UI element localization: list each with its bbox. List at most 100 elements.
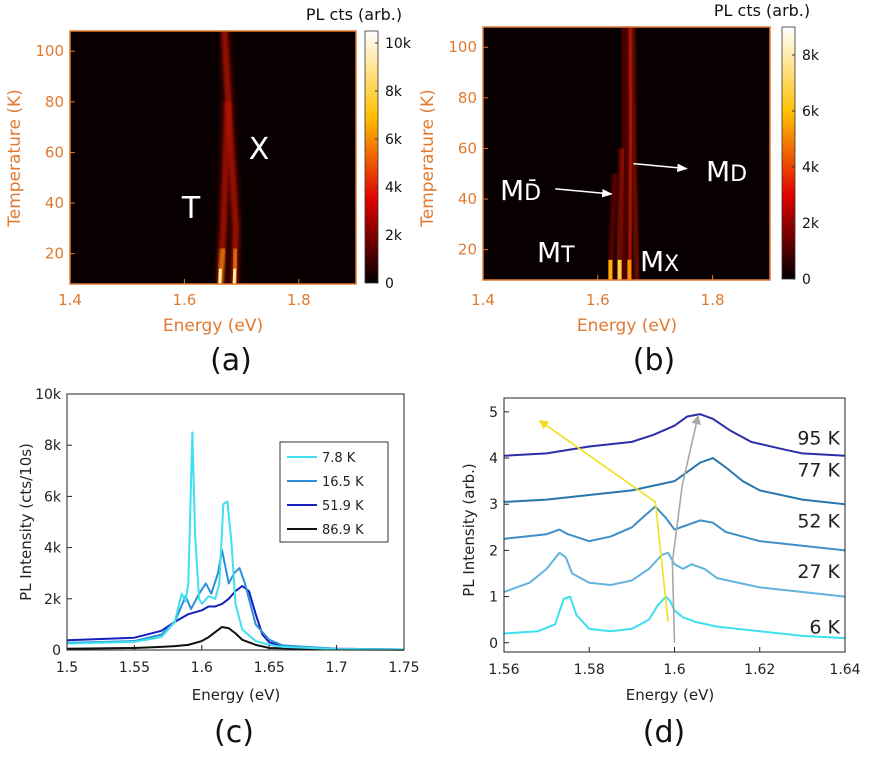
panel-c-series-7-8-K bbox=[66, 431, 405, 651]
panel-a-ticks: 1.4 1.6 1.8 20 40 60 80 100 bbox=[35, 42, 310, 309]
panel-d-ytick-label: 3 bbox=[489, 497, 498, 513]
panel-d: 6 K 27 K 52 K 77 K 95 K 1.56 1.58 1.6 1.62 1.64 0… bbox=[460, 397, 861, 750]
panel-d-caption: (d) bbox=[643, 715, 685, 750]
panel-d-series-6-K bbox=[503, 595, 846, 640]
panel-a-xlabel: Energy (eV) bbox=[163, 316, 263, 336]
panel-c-frame bbox=[66, 393, 405, 651]
panel-d-series-label: 77 K bbox=[797, 460, 840, 482]
panel-a-colorbar-label: 8k bbox=[385, 84, 403, 100]
panel-a-ytick-label: 60 bbox=[45, 143, 64, 161]
panel-a-caption: (a) bbox=[210, 343, 252, 378]
panel-b-caption: (b) bbox=[633, 343, 675, 378]
panel-a-plot-area bbox=[70, 31, 356, 284]
panel-c-series-86-9-K bbox=[66, 625, 405, 651]
panel-c-ytick-label: 2k bbox=[44, 592, 62, 608]
panel-d-arrows bbox=[538, 414, 701, 643]
panel-a: 1.4 1.6 1.8 20 40 60 80 100 T X Energy (eV) Tem… bbox=[5, 5, 412, 378]
panel-d-series-label: 52 K bbox=[797, 510, 840, 532]
panel-b-colorbar bbox=[781, 26, 796, 280]
panel-a-colorbar-title: PL cts (arb.) bbox=[306, 5, 402, 24]
panel-d-ylabel: PL Intensity (arb.) bbox=[460, 463, 478, 597]
panel-d-ytick-label: 4 bbox=[489, 451, 498, 467]
panel-c-ticks: 1.5 1.55 1.6 1.65 1.7 1.75 0 2k 4k 6k 8k 10k bbox=[35, 387, 420, 676]
panel-b-band-glow bbox=[610, 26, 641, 281]
panel-b-xtick-label: 1.4 bbox=[471, 291, 495, 309]
panel-a-xtick-label: 1.4 bbox=[58, 291, 82, 309]
panel-d-ytick-label: 2 bbox=[489, 543, 498, 559]
panel-d-series-label: 6 K bbox=[809, 617, 840, 639]
panel-b-ytick-label: 40 bbox=[458, 190, 477, 208]
panel-c-xlabel: Energy (eV) bbox=[192, 686, 280, 704]
panel-d-xtick-label: 1.64 bbox=[829, 662, 860, 678]
panel-d-series-77-K bbox=[503, 457, 846, 506]
panel-b-ridge-line-2 bbox=[616, 148, 624, 281]
panel-b-arrow bbox=[633, 162, 688, 172]
panel-a-colorbar-ticks: 0 2k 4k 6k 8k 10k bbox=[375, 36, 412, 292]
panel-d-ytick-label: 5 bbox=[489, 405, 498, 421]
panel-b-ytick-label: 60 bbox=[458, 139, 477, 157]
panel-c-legend-box bbox=[279, 441, 389, 543]
panel-b-ytick-label: 80 bbox=[458, 89, 477, 107]
panel-a-colorbar-label: 10k bbox=[385, 36, 412, 52]
panel-d-xtick-label: 1.6 bbox=[663, 662, 685, 678]
panel-a-ylabel: Temperature (K) bbox=[5, 89, 25, 228]
panel-d-series-label: 95 K bbox=[797, 427, 840, 449]
panel-a-colorbar-label: 0 bbox=[385, 276, 394, 292]
panel-a-xtick-label: 1.6 bbox=[172, 291, 196, 309]
panel-c-xtick-label: 1.55 bbox=[119, 660, 150, 676]
panel-d-xtick-label: 1.62 bbox=[744, 662, 775, 678]
panel-b-annotation-1: MD̄ bbox=[500, 174, 541, 207]
panel-d-xlabel: Energy (eV) bbox=[626, 686, 714, 704]
panel-b-xtick-label: 1.6 bbox=[586, 291, 610, 309]
panel-d-ytick-label: 1 bbox=[489, 590, 498, 606]
panel-d-arrow bbox=[671, 414, 701, 643]
panel-c-legend-label: 86.9 K bbox=[322, 523, 364, 538]
panel-b-ticks: 1.4 1.6 1.8 20 40 60 80 100 bbox=[448, 38, 724, 309]
panel-d-series-label: 27 K bbox=[797, 561, 840, 583]
panel-a-ytick-label: 20 bbox=[45, 245, 64, 263]
panel-b-colorbar-ticks: 0 2k 4k 6k 8k bbox=[792, 48, 820, 288]
panel-d-xtick-label: 1.58 bbox=[574, 662, 605, 678]
panel-d-ticks: 1.56 1.58 1.6 1.62 1.64 0 1 2 3 4 5 bbox=[488, 405, 860, 678]
panel-c-ytick-label: 0 bbox=[52, 643, 61, 659]
panel-a-ytick-label: 80 bbox=[45, 93, 64, 111]
panel-b-colorbar-title: PL cts (arb.) bbox=[714, 1, 810, 20]
panel-c-ytick-label: 8k bbox=[44, 438, 62, 454]
panel-b-annotations: MD̄ MD MT MX bbox=[500, 155, 747, 278]
panel-a-xtick-label: 1.8 bbox=[287, 291, 311, 309]
panel-a-annotation-T: T bbox=[181, 191, 201, 226]
panel-b-ridge-line-3 bbox=[627, 26, 634, 281]
panel-c-xtick-label: 1.7 bbox=[325, 660, 347, 676]
panel-b: 1.4 1.6 1.8 20 40 60 80 100 MD̄ MD MT MX Energy (e… bbox=[418, 1, 820, 378]
panel-a-ridge-peak-T bbox=[218, 268, 222, 285]
panel-b-frame bbox=[482, 26, 771, 281]
panel-c-ytick-label: 6k bbox=[44, 489, 62, 505]
panel-a-colorbar-label: 4k bbox=[385, 180, 403, 196]
panel-b-annotation-3: MT bbox=[537, 236, 575, 269]
panel-d-series-labels: 6 K 27 K 52 K 77 K 95 K bbox=[797, 427, 840, 638]
panel-b-arrow bbox=[555, 188, 613, 198]
panel-c-ytick-label: 4k bbox=[44, 541, 62, 557]
panel-b-ytick-label: 20 bbox=[458, 241, 477, 259]
panel-a-colorbar-label: 6k bbox=[385, 132, 403, 148]
panel-a-heatmap-ridges bbox=[215, 30, 241, 285]
panel-d-arrow bbox=[538, 419, 669, 623]
panel-c-ylabel: PL Intensity (cts/10s) bbox=[17, 443, 35, 601]
panel-b-xlabel: Energy (eV) bbox=[577, 316, 677, 336]
panel-c-xtick-label: 1.5 bbox=[56, 660, 78, 676]
panel-b-colorbar-label: 0 bbox=[802, 272, 811, 288]
panel-b-colorbar-label: 4k bbox=[802, 160, 820, 176]
panel-c-xtick-label: 1.6 bbox=[191, 660, 213, 676]
panel-b-ytick-label: 100 bbox=[448, 38, 477, 56]
panel-b-heatmap-ridges bbox=[608, 26, 641, 281]
panel-c-legend: 7.8 K 16.5 K 51.9 K 86.9 K bbox=[279, 441, 389, 543]
panel-d-series-27-K bbox=[503, 551, 846, 598]
panel-a-colorbar-label: 2k bbox=[385, 228, 403, 244]
panel-c-legend-label: 7.8 K bbox=[322, 451, 356, 466]
panel-b-xtick-label: 1.8 bbox=[701, 291, 725, 309]
panel-b-colorbar-label: 6k bbox=[802, 104, 820, 120]
panel-b-annotation-2: MD bbox=[706, 155, 747, 188]
panel-c-series bbox=[66, 431, 405, 651]
